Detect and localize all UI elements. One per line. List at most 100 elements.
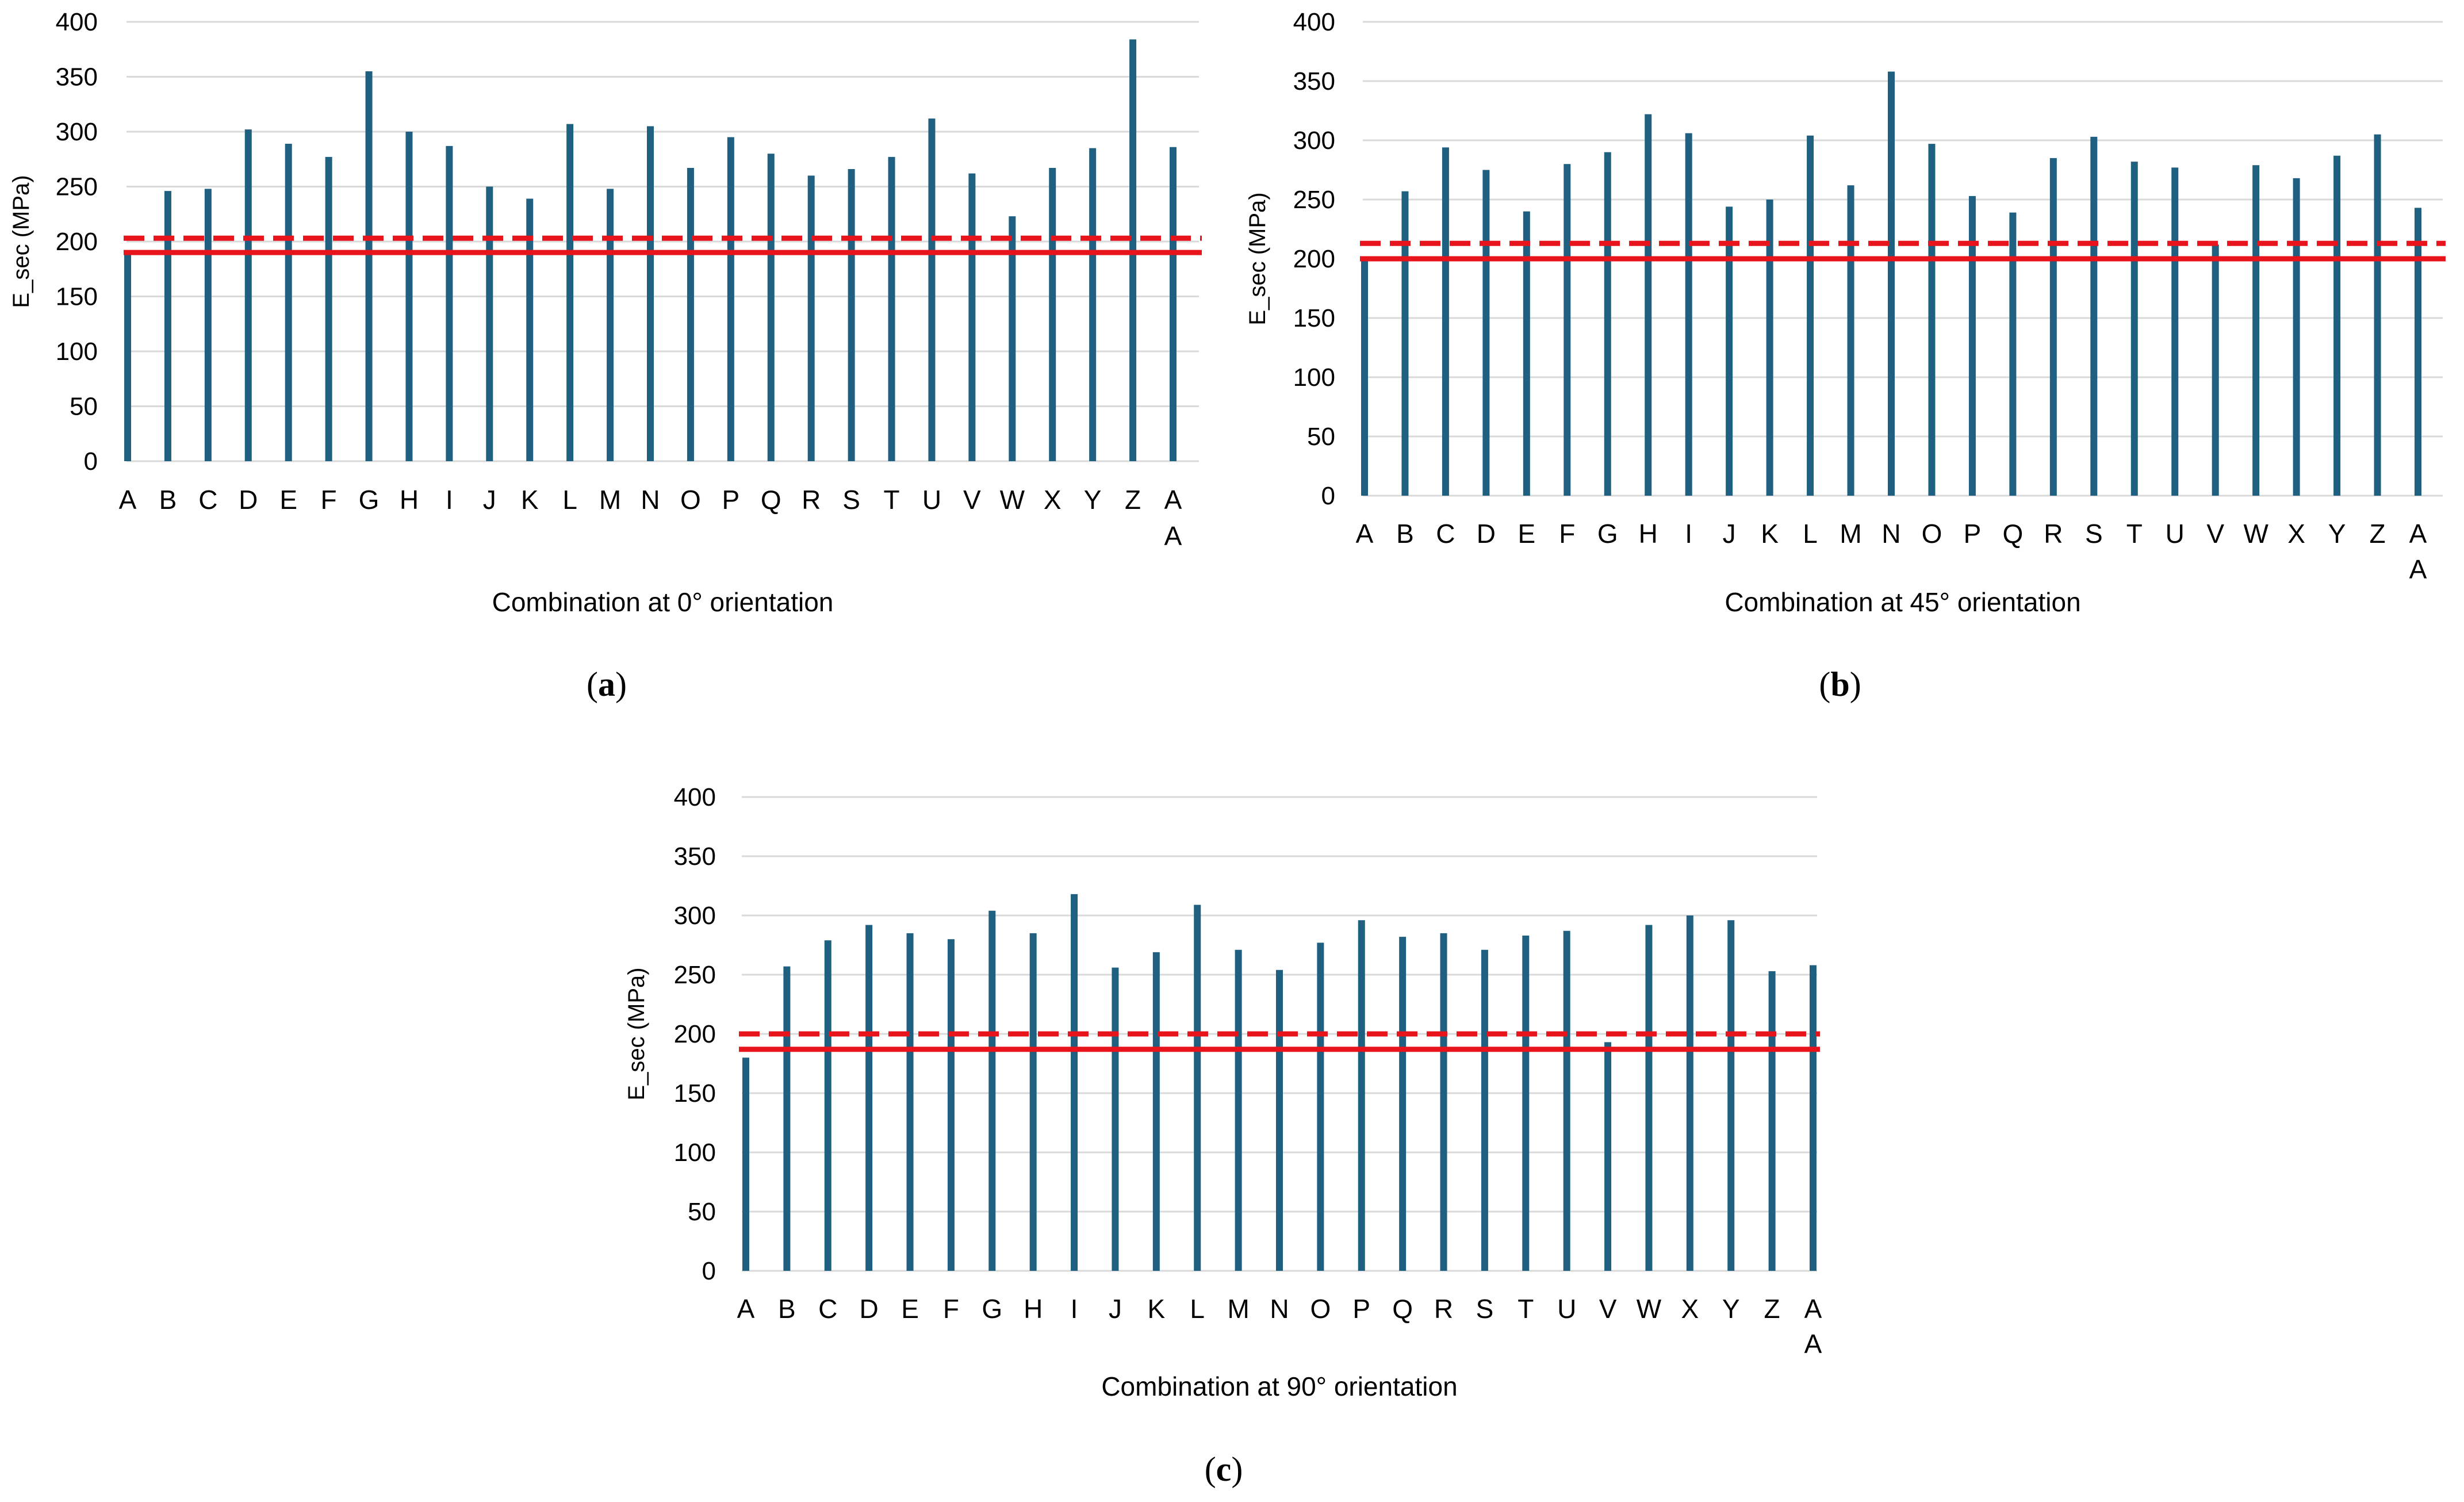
y-tick-label: 350 [56, 63, 98, 91]
x-axis-label: Combination at 90° orientation [1101, 1371, 1457, 1401]
y-tick-label: 400 [56, 8, 98, 36]
x-tick-label: S [2085, 519, 2103, 549]
x-tick-label: Y [2328, 519, 2346, 549]
x-tick-label: I [1685, 519, 1692, 549]
x-tick-label: K [521, 485, 539, 515]
y-tick-label: 300 [674, 902, 716, 930]
y-tick-label: 300 [1293, 127, 1335, 155]
x-tick-label: W [2243, 519, 2268, 549]
x-tick-label: O [1310, 1294, 1331, 1324]
y-axis-label: E_sec (MPa) [624, 967, 649, 1100]
x-tick-label: G [359, 485, 380, 515]
x-tick-label: G [982, 1294, 1002, 1324]
x-tick-label: A [1164, 485, 1182, 515]
x-tick-label: W [1637, 1294, 1662, 1324]
x-tick-label: W [1000, 485, 1025, 515]
x-tick-label: B [159, 485, 177, 515]
x-tick-label: L [1190, 1294, 1205, 1324]
x-tick-label: N [1270, 1294, 1289, 1324]
x-tick-label: H [1639, 519, 1658, 549]
x-tick-label: H [1024, 1294, 1043, 1324]
x-tick-label: X [1044, 485, 1062, 515]
x-tick-label: V [963, 485, 981, 515]
x-tick-label: T [883, 485, 899, 515]
x-tick-label-continued: A [1804, 1329, 1822, 1359]
x-tick-label: L [562, 485, 577, 515]
y-tick-label: 250 [56, 173, 98, 201]
y-tick-label: 200 [674, 1020, 716, 1048]
x-tick-label: O [1922, 519, 1942, 549]
y-axis-label: E_sec (MPa) [9, 175, 34, 308]
x-tick-label: A [1356, 519, 1374, 549]
y-tick-label: 400 [674, 783, 716, 811]
x-tick-label: X [2287, 519, 2305, 549]
x-tick-label: Z [2369, 519, 2385, 549]
x-tick-label: I [1071, 1294, 1078, 1324]
x-tick-label: G [1597, 519, 1618, 549]
x-tick-label: E [1518, 519, 1536, 549]
x-tick-label: Y [1084, 485, 1102, 515]
y-tick-label: 100 [674, 1139, 716, 1167]
x-tick-label-continued: A [2409, 554, 2427, 584]
x-tick-label: J [483, 485, 496, 515]
x-tick-label: L [1803, 519, 1818, 549]
y-tick-label: 0 [1321, 482, 1335, 510]
x-tick-label: K [1761, 519, 1779, 549]
x-tick-label: R [1434, 1294, 1453, 1324]
y-tick-label: 50 [1307, 423, 1335, 451]
y-tick-label: 250 [674, 961, 716, 989]
x-tick-label: E [279, 485, 297, 515]
x-tick-label: N [641, 485, 660, 515]
x-tick-label: Q [761, 485, 781, 515]
x-axis-label: Combination at 0° orientation [492, 587, 834, 617]
y-tick-label: 0 [84, 447, 98, 476]
x-tick-label: H [400, 485, 419, 515]
x-tick-label: S [842, 485, 860, 515]
x-tick-label: R [802, 485, 821, 515]
y-tick-label: 100 [1293, 363, 1335, 392]
x-tick-label: X [1681, 1294, 1699, 1324]
x-tick-label: D [860, 1294, 879, 1324]
x-tick-label: A [737, 1294, 755, 1324]
x-tick-label: F [943, 1294, 959, 1324]
x-tick-label: P [1352, 1294, 1370, 1324]
x-tick-label: T [2126, 519, 2143, 549]
x-tick-label: Q [2002, 519, 2023, 549]
panel-label: (b) [1819, 665, 1861, 703]
y-tick-label: 100 [56, 338, 98, 366]
x-tick-label: R [2044, 519, 2063, 549]
y-tick-label: 350 [1293, 67, 1335, 95]
y-tick-label: 250 [1293, 186, 1335, 214]
x-tick-label: A [1804, 1294, 1822, 1324]
x-tick-label: J [1109, 1294, 1122, 1324]
panel-label: (c) [1205, 1450, 1243, 1488]
x-tick-label: M [599, 485, 621, 515]
y-tick-label: 50 [688, 1198, 716, 1226]
x-tick-label: K [1148, 1294, 1166, 1324]
x-tick-label: M [1840, 519, 1861, 549]
x-tick-label: A [2409, 519, 2427, 549]
x-tick-label: Z [1125, 485, 1141, 515]
x-tick-label: D [239, 485, 258, 515]
x-tick-label: C [818, 1294, 837, 1324]
x-tick-label: S [1476, 1294, 1494, 1324]
panel-label: (a) [587, 665, 627, 703]
y-tick-label: 400 [1293, 8, 1335, 36]
y-tick-label: 50 [70, 393, 98, 421]
x-tick-label: M [1227, 1294, 1249, 1324]
x-tick-label: U [922, 485, 941, 515]
x-tick-label: B [1396, 519, 1414, 549]
x-axis-label: Combination at 45° orientation [1725, 587, 2080, 617]
x-tick-label: Z [1764, 1294, 1780, 1324]
y-tick-label: 150 [56, 283, 98, 311]
x-tick-label: T [1518, 1294, 1534, 1324]
x-tick-label: U [1557, 1294, 1576, 1324]
x-tick-label: F [1559, 519, 1575, 549]
x-tick-label: O [680, 485, 701, 515]
y-tick-label: 0 [702, 1257, 716, 1285]
x-tick-label: E [901, 1294, 919, 1324]
y-axis-label: E_sec (MPa) [1245, 192, 1270, 325]
